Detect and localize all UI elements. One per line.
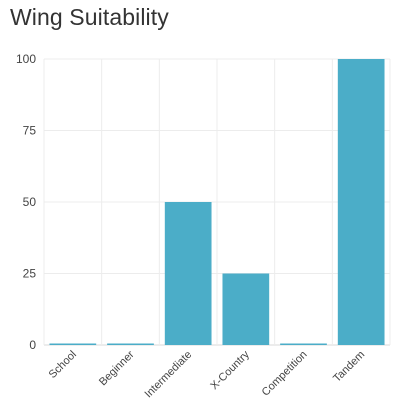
bar-school[interactable]	[49, 343, 97, 346]
bar-beginner[interactable]	[107, 343, 154, 346]
x-tick-label: Competition	[260, 349, 310, 399]
grid-lines	[43, 58, 391, 346]
bar-tandem[interactable]	[337, 59, 385, 345]
x-tick-label: Tandem	[331, 349, 367, 385]
x-tick-label: School	[47, 349, 79, 381]
y-tick-label: 0	[29, 338, 36, 352]
y-tick-label: 50	[23, 195, 37, 209]
x-axis-ticks: School Beginner Intermediate X-Country Compe…	[47, 348, 368, 400]
bars	[49, 59, 385, 346]
y-axis-ticks: 0 25 50 75 100	[16, 52, 36, 352]
x-tick-label: X-Country	[208, 348, 252, 392]
bar-x-country[interactable]	[222, 273, 270, 346]
y-tick-label: 75	[23, 124, 37, 138]
bar-competition[interactable]	[280, 343, 327, 346]
y-tick-label: 25	[23, 267, 37, 281]
y-tick-label: 100	[16, 52, 36, 66]
x-tick-label: Beginner	[97, 348, 137, 388]
x-tick-label: Intermediate	[143, 349, 195, 401]
bar-intermediate[interactable]	[164, 202, 212, 345]
chart-title: Wing Suitability	[10, 4, 169, 30]
